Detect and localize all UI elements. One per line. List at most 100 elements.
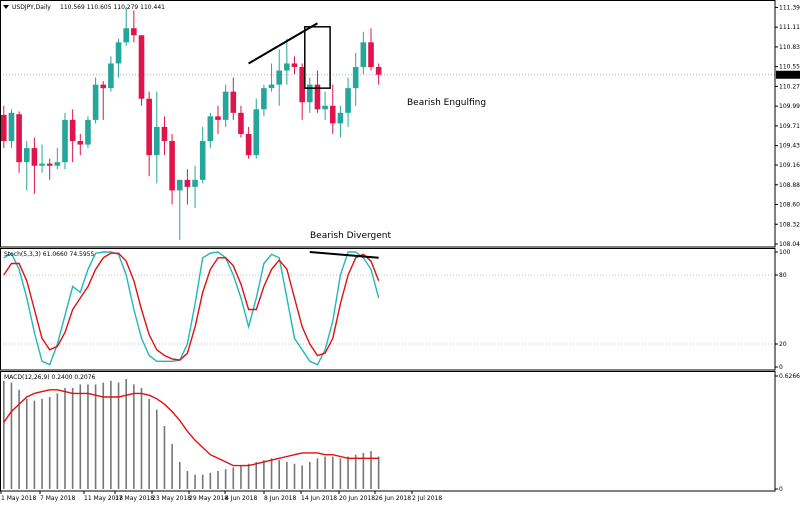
price-header-ohlc: 110.569 110.605 110.279 110.441 (60, 4, 165, 11)
candle-body (307, 84, 313, 103)
candle-body (375, 66, 382, 75)
candle (368, 28, 374, 71)
candle (123, 7, 129, 46)
candle (1, 105, 7, 149)
price-y-tick-label: 110.555 (779, 64, 800, 71)
candle-body (215, 116, 221, 120)
candle (329, 84, 336, 134)
candle-body (176, 179, 183, 191)
candle-body (322, 105, 328, 110)
candle-body (314, 84, 321, 110)
date-label: 8 Jun 2018 (264, 495, 296, 502)
candle-body (77, 141, 84, 145)
stochastic-pane[interactable]: Stoch(5,3,3) 61.0660 74.5955 (0, 251, 775, 366)
price-y-tick-label: 108.880 (779, 182, 800, 189)
candle (54, 148, 61, 170)
stoch-y-tick-label: 100 (779, 249, 791, 256)
candle-body (23, 148, 30, 163)
candle-body (69, 119, 76, 142)
candle (360, 31, 367, 75)
macd-pane[interactable]: MACD(12,26,9) 0.2400 0.2076 (2, 374, 380, 489)
candle (238, 105, 244, 138)
candle-body (62, 119, 68, 163)
date-label: 29 May 2018 (189, 495, 228, 502)
price-y-tick-label: 108.600 (779, 202, 800, 209)
candle (314, 70, 321, 113)
macd-title: MACD(12,26,9) 0.2400 0.2076 (4, 374, 96, 381)
candle (100, 81, 107, 120)
date-label: 4 Jun 2018 (225, 495, 257, 502)
candle (253, 98, 260, 159)
candle-body (238, 112, 244, 134)
candle (276, 49, 282, 106)
candle (31, 137, 38, 194)
price-pane[interactable]: Bearish Engulfing Bearish Divergent USDJPY… (0, 4, 775, 241)
price-pane-frame (0, 0, 776, 248)
candle (245, 126, 252, 159)
candle (77, 133, 84, 156)
candle (146, 91, 152, 177)
date-label: 11 May 2018 (84, 495, 123, 502)
candle (375, 63, 382, 85)
macd-signal-line (3, 389, 379, 467)
candle-body (154, 126, 160, 156)
stoch-trendline (309, 251, 379, 259)
candle (207, 112, 214, 149)
date-label: 14 Jun 2018 (301, 495, 337, 502)
date-label: 1 May 2018 (1, 495, 36, 502)
candle (16, 111, 22, 173)
candle (39, 144, 45, 173)
last-price-label: 110.441 (778, 72, 800, 79)
date-label: 17 May 2018 (115, 495, 154, 502)
candle-body (8, 112, 15, 142)
candle-body (1, 114, 7, 142)
stoch-pane-frame (0, 248, 776, 371)
price-trendline (248, 22, 318, 65)
price-y-tick-label: 110.275 (779, 83, 800, 90)
candle-body (138, 35, 145, 99)
candle-body (276, 70, 282, 85)
candle (230, 77, 237, 120)
candle-body (100, 84, 107, 89)
candle-body (192, 179, 198, 187)
candle-body (222, 91, 229, 120)
candle-body (368, 42, 374, 67)
candle-body (146, 98, 152, 156)
stoch-y-tick-label: 80 (779, 272, 787, 279)
candle (322, 91, 328, 120)
candle-body (161, 126, 168, 142)
candle (199, 126, 206, 184)
candle (261, 84, 267, 117)
candle-body (92, 84, 99, 120)
candle-body (108, 63, 114, 89)
candle-body (352, 66, 359, 89)
candle-body (337, 112, 344, 124)
candle (184, 169, 191, 205)
price-y-tick-label: 109.160 (779, 162, 800, 169)
price-y-tick-label: 111.115 (779, 24, 800, 31)
price-y-tick-label: 110.835 (779, 44, 800, 51)
candle (307, 77, 313, 113)
price-y-tick-label: 109.435 (779, 143, 800, 150)
last-price-box (776, 70, 800, 79)
stoch-title: Stoch(5,3,3) 61.0660 74.5955 (4, 251, 95, 258)
macd-y-tick-label: 0 (779, 486, 783, 493)
candle (299, 63, 305, 120)
candle-body (31, 148, 38, 166)
candle (176, 179, 183, 240)
candle-body (268, 84, 275, 89)
date-label: 20 Jun 2018 (339, 495, 375, 502)
stoch-y-tick-label: 20 (779, 341, 787, 348)
candle-body (46, 163, 53, 166)
annotation-bearish-divergent: Bearish Divergent (310, 231, 391, 241)
candle (131, 10, 137, 43)
candle (284, 38, 290, 85)
candle-body (291, 63, 298, 67)
candle (154, 91, 160, 184)
stoch-main-line (3, 251, 380, 366)
price-y-tick-label: 108.040 (779, 241, 800, 248)
candle-body (284, 63, 290, 71)
candle (85, 116, 91, 149)
